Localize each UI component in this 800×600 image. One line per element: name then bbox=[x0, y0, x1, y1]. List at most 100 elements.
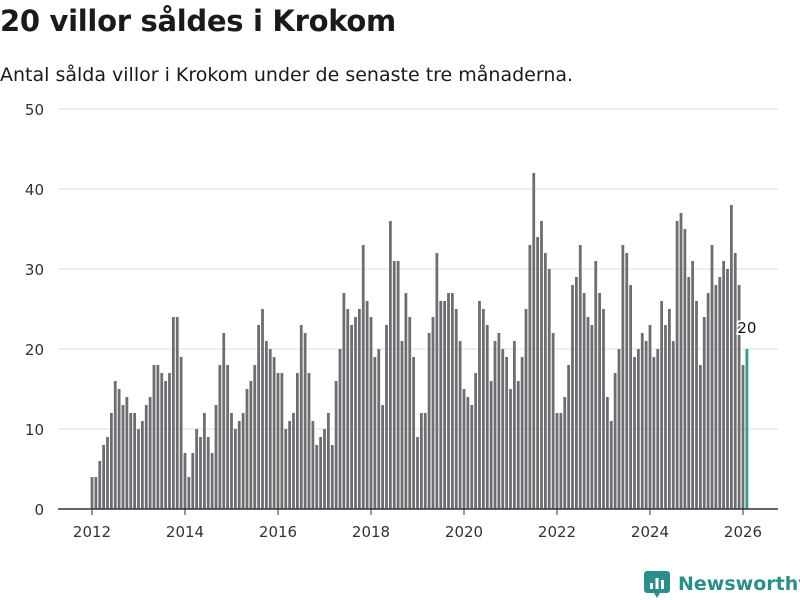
bar bbox=[106, 437, 109, 509]
brand-name: Newsworthy bbox=[678, 573, 800, 595]
bar bbox=[536, 237, 540, 509]
bar bbox=[152, 365, 156, 509]
bar bbox=[288, 421, 292, 509]
bar bbox=[691, 261, 695, 509]
bar bbox=[416, 437, 419, 509]
bar bbox=[543, 253, 547, 509]
bar bbox=[404, 293, 408, 509]
bar bbox=[109, 413, 113, 509]
bar bbox=[574, 277, 578, 509]
bar bbox=[299, 325, 303, 509]
bar bbox=[412, 357, 416, 509]
bar bbox=[540, 221, 543, 509]
bar bbox=[520, 357, 524, 509]
bar bbox=[241, 413, 245, 509]
bar bbox=[195, 429, 199, 509]
bar bbox=[292, 413, 295, 509]
bar bbox=[230, 413, 233, 509]
bar bbox=[377, 349, 381, 509]
bar bbox=[264, 341, 268, 509]
bar bbox=[346, 309, 350, 509]
bar bbox=[586, 317, 590, 509]
bar bbox=[319, 437, 323, 509]
bar bbox=[210, 453, 214, 509]
bar bbox=[171, 317, 175, 509]
bar bbox=[485, 325, 489, 509]
bar bbox=[156, 365, 160, 509]
bar bbox=[144, 405, 148, 509]
bar bbox=[547, 269, 551, 509]
bar bbox=[284, 429, 288, 509]
bar bbox=[714, 285, 718, 509]
bar bbox=[702, 317, 706, 509]
bar bbox=[729, 205, 733, 509]
bar bbox=[214, 405, 218, 509]
bar bbox=[350, 325, 354, 509]
bar bbox=[400, 341, 404, 509]
bar bbox=[307, 373, 311, 509]
bar bbox=[179, 357, 183, 509]
bar bbox=[272, 357, 276, 509]
bar bbox=[466, 397, 470, 509]
bar bbox=[450, 293, 454, 509]
bar bbox=[311, 421, 315, 509]
bar bbox=[470, 405, 474, 509]
bar bbox=[726, 269, 729, 509]
bar bbox=[602, 309, 605, 509]
bar bbox=[342, 293, 346, 509]
bar bbox=[187, 477, 191, 509]
bar bbox=[233, 429, 237, 509]
bar bbox=[578, 245, 582, 509]
bar bbox=[164, 381, 168, 509]
bar bbox=[326, 413, 330, 509]
bar bbox=[280, 373, 284, 509]
bar bbox=[505, 357, 509, 509]
bar bbox=[323, 429, 326, 509]
bar bbox=[447, 293, 450, 509]
bar bbox=[226, 365, 230, 509]
bar bbox=[206, 437, 210, 509]
bar bbox=[644, 341, 648, 509]
bar bbox=[582, 293, 586, 509]
bar bbox=[191, 453, 195, 509]
bar bbox=[175, 317, 179, 509]
bar bbox=[98, 461, 102, 509]
x-tick-label: 2012 bbox=[73, 523, 111, 541]
bar bbox=[733, 253, 737, 509]
bar bbox=[199, 437, 202, 509]
bar bbox=[551, 333, 555, 509]
bar bbox=[357, 309, 361, 509]
bar-chart: 0 10 20 30 40 50 20 2012 2014 2016 2018 2020 2022 202… bbox=[25, 101, 778, 541]
bar bbox=[683, 229, 687, 509]
bar bbox=[687, 277, 691, 509]
bar bbox=[559, 413, 563, 509]
bar bbox=[664, 325, 667, 509]
brand-logo[interactable]: Newsworthy bbox=[644, 568, 800, 600]
bar bbox=[129, 413, 133, 509]
bar bbox=[276, 373, 280, 509]
bar bbox=[640, 333, 644, 509]
bar bbox=[253, 365, 257, 509]
bar bbox=[478, 301, 481, 509]
bar bbox=[90, 477, 94, 509]
bar bbox=[137, 429, 140, 509]
bar bbox=[625, 253, 629, 509]
bar bbox=[431, 317, 435, 509]
bar bbox=[609, 421, 613, 509]
bar-layer bbox=[90, 173, 749, 509]
bar bbox=[571, 285, 574, 509]
x-tick-label: 2014 bbox=[166, 523, 204, 541]
y-tick-label: 10 bbox=[25, 421, 44, 439]
page-subtitle: Antal sålda villor i Krokom under de sen… bbox=[0, 64, 574, 86]
newsworthy-logo-icon bbox=[644, 571, 670, 598]
x-tick-label: 2018 bbox=[352, 523, 390, 541]
bar bbox=[516, 381, 520, 509]
bar bbox=[140, 421, 144, 509]
bar bbox=[218, 365, 222, 509]
bar bbox=[698, 365, 702, 509]
bar bbox=[183, 453, 187, 509]
bar bbox=[168, 373, 171, 509]
bar bbox=[528, 245, 532, 509]
bar bbox=[458, 341, 462, 509]
bar bbox=[419, 413, 423, 509]
